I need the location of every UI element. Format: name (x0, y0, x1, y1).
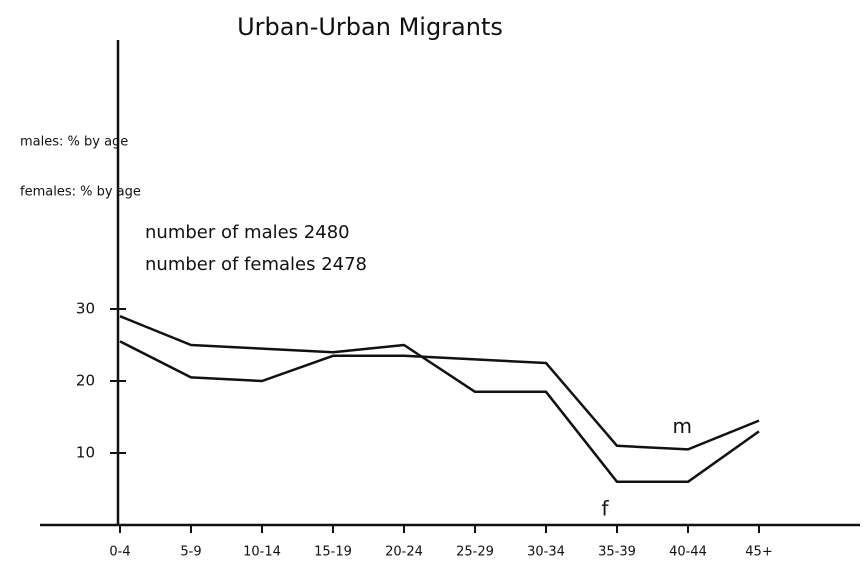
x-tick-label: 45+ (745, 545, 772, 560)
y-tick-label: 20 (76, 372, 95, 390)
x-tick-label: 10-14 (243, 545, 281, 560)
x-tick-label: 30-34 (527, 545, 565, 560)
annotation: number of males 2480 (145, 222, 350, 243)
annotation: number of females 2478 (145, 254, 367, 275)
series-label: f (602, 496, 610, 520)
y-tick-label: 10 (76, 444, 95, 462)
chart-title: Urban-Urban Migrants (237, 13, 503, 41)
y-tick-label: 30 (76, 300, 95, 318)
x-tick-label: 15-19 (314, 545, 352, 560)
x-tick-label: 40-44 (669, 545, 707, 560)
y-axis-label: males: % by age (20, 135, 128, 150)
series-line (119, 315, 760, 484)
x-tick-label: 5-9 (180, 545, 201, 560)
x-tick-label: 35-39 (598, 545, 636, 560)
series-label: m (673, 414, 692, 438)
x-tick-label: 25-29 (456, 545, 494, 560)
x-tick-label: 20-24 (385, 545, 423, 560)
series-line (119, 340, 760, 451)
y-axis-label: females: % by age (20, 185, 141, 200)
x-tick-label: 0-4 (109, 545, 130, 560)
